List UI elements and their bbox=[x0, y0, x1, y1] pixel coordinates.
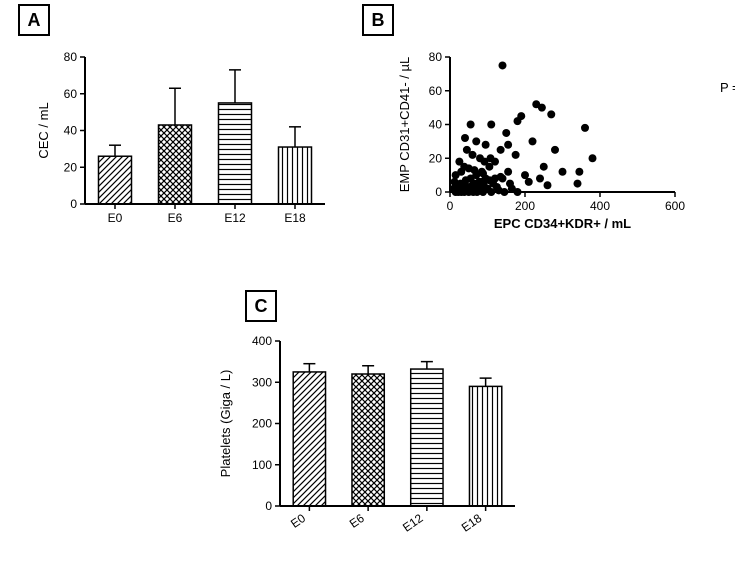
svg-text:40: 40 bbox=[64, 124, 78, 138]
svg-text:400: 400 bbox=[252, 336, 272, 348]
panel-b-label: B bbox=[362, 4, 394, 36]
svg-text:60: 60 bbox=[64, 87, 78, 101]
svg-text:20: 20 bbox=[429, 151, 443, 165]
svg-text:E6: E6 bbox=[347, 511, 367, 531]
panel-c-letter: C bbox=[255, 296, 268, 317]
svg-text:600: 600 bbox=[665, 199, 685, 213]
svg-text:80: 80 bbox=[64, 52, 78, 64]
panel-a-letter: A bbox=[28, 10, 41, 31]
svg-text:400: 400 bbox=[590, 199, 610, 213]
panel-a-chart: 0 20 40 60 80 E0 E6 E12 E18 CEC / mL bbox=[35, 52, 335, 232]
svg-text:200: 200 bbox=[515, 199, 535, 213]
svg-text:EPC CD34+KDR+ / mL: EPC CD34+KDR+ / mL bbox=[494, 216, 631, 231]
svg-text:0: 0 bbox=[265, 499, 272, 513]
svg-text:P = 0.0382: P = 0.0382 bbox=[720, 80, 735, 95]
svg-text:E6: E6 bbox=[168, 211, 183, 225]
svg-text:Platelets (Giga / L): Platelets (Giga / L) bbox=[218, 370, 233, 478]
svg-text:100: 100 bbox=[252, 458, 272, 472]
svg-text:E0: E0 bbox=[108, 211, 123, 225]
svg-text:E18: E18 bbox=[284, 211, 306, 225]
svg-text:200: 200 bbox=[252, 417, 272, 431]
panel-b-letter: B bbox=[372, 10, 385, 31]
svg-text:E0: E0 bbox=[288, 511, 308, 531]
svg-text:E12: E12 bbox=[224, 211, 246, 225]
svg-text:E18: E18 bbox=[459, 511, 485, 535]
panel-c-label: C bbox=[245, 290, 277, 322]
svg-text:0: 0 bbox=[435, 185, 442, 199]
svg-text:40: 40 bbox=[429, 118, 443, 132]
svg-text:20: 20 bbox=[64, 160, 78, 174]
panel-a-label: A bbox=[18, 4, 50, 36]
svg-text:0: 0 bbox=[447, 199, 454, 213]
svg-text:300: 300 bbox=[252, 375, 272, 389]
svg-text:80: 80 bbox=[429, 52, 443, 64]
panel-c-chart: 0 100 200 300 400 E0 E6 E12 E18 Platelets (Giga /… bbox=[215, 336, 525, 541]
panel-b-chart: 0 20 40 60 80 0 200 400 600 EMP CD31+CD41- / µL EP… bbox=[395, 52, 735, 232]
svg-text:60: 60 bbox=[429, 84, 443, 98]
svg-text:0: 0 bbox=[70, 197, 77, 211]
svg-text:CEC / mL: CEC / mL bbox=[36, 102, 51, 158]
svg-text:E12: E12 bbox=[400, 511, 426, 535]
svg-text:EMP CD31+CD41- / µL: EMP CD31+CD41- / µL bbox=[397, 57, 412, 193]
